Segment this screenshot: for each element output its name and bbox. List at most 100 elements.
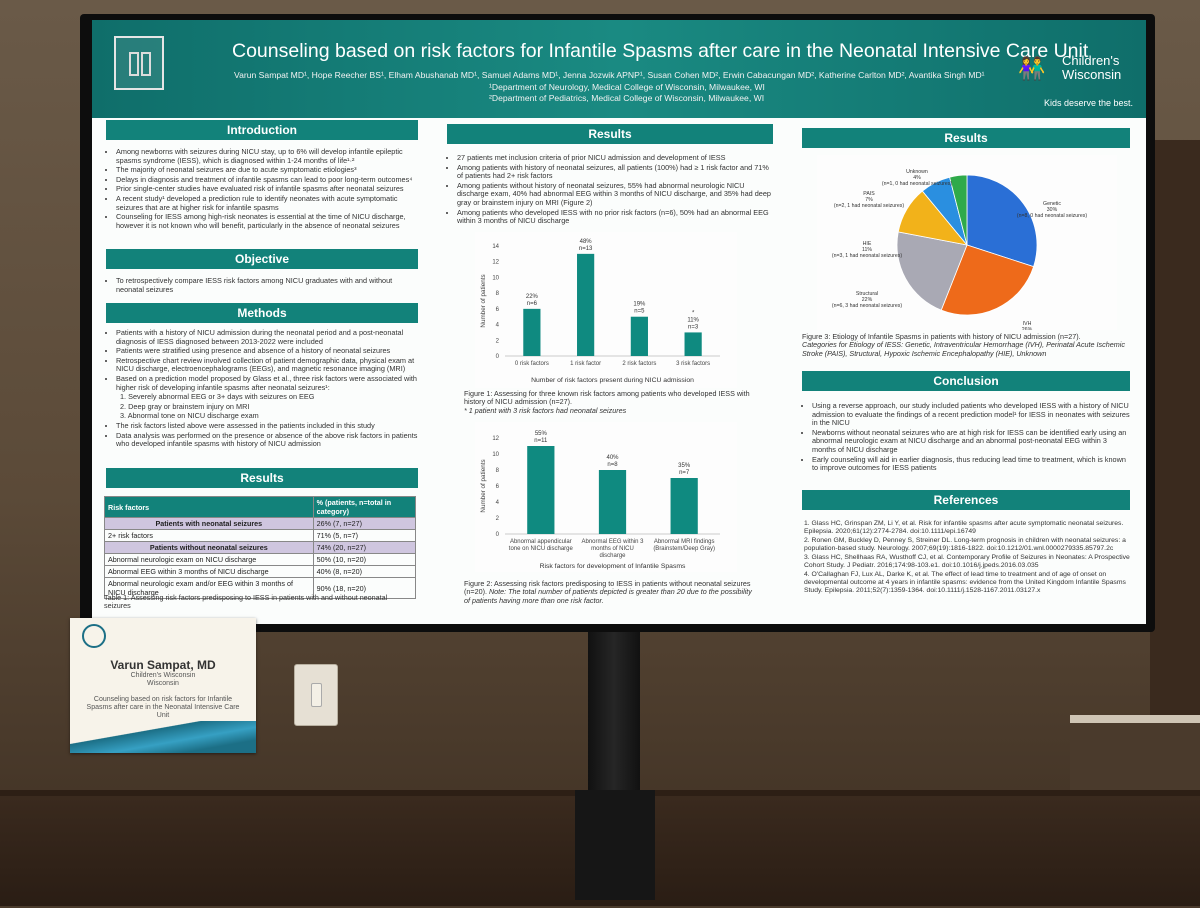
results-right-header: Results [802,128,1130,148]
y-tick-label: 6 [496,484,500,490]
table-cell-value: 50% (10, n=20) [312,553,417,566]
bar [523,308,541,356]
pie-label: PAIS [863,191,875,197]
data-label: n=13 [579,246,593,252]
nametag-org-line1: Children's Wisconsin [130,672,196,679]
table-row: 2+ risk factors 71% (5, n=7) [104,529,417,542]
y-tick-label: 0 [496,354,500,360]
intro-item: Counseling for IESS among high-risk neon… [116,212,418,230]
y-tick-label: 2 [496,516,500,522]
table-cell-label: Abnormal EEG within 3 months of NICU dis… [104,565,314,578]
intro-item: Delays in diagnosis and treatment of inf… [116,175,418,185]
table-col-percent: % (patients, n=total in category) [312,496,417,518]
methods-item: 1. Severely abnormal EEG or 3+ days with… [120,392,315,402]
intro-item: Prior single-center studies have evaluat… [116,185,418,194]
results-item: Among patients without history of neonat… [457,181,773,208]
table-cell-label: 2+ risk factors [104,529,314,542]
conclusion-item: Using a reverse approach, our study incl… [812,401,1130,428]
poster-authors: Varun Sampat MD¹, Hope Reecher BS¹, Elha… [234,70,985,80]
y-tick-label: 2 [496,338,500,344]
table-header-row: Risk factors % (patients, n=total in cat… [104,496,417,518]
data-label: 55% [535,431,548,437]
table-row: Patients with neonatal seizures 26% (7, n… [104,517,417,530]
data-label: 48% [580,239,593,245]
y-tick-label: 10 [492,452,499,458]
risk-factor-table: Risk factors % (patients, n=total in cat… [104,496,417,599]
figure1-note: * 1 patient with 3 risk factors had neon… [464,405,627,415]
nametag-wave-decoration [70,721,256,753]
nametag-org: Children's Wisconsin Wisconsin [70,672,256,688]
results-mid-body: 27 patients met inclusion criteria of pr… [447,153,773,227]
data-label: 35% [678,463,691,469]
figure3-caption-text: Figure 3: Etiology of Infantile Spasms i… [802,332,1081,341]
intro-item: A recent study¹ developed a prediction r… [116,194,418,212]
x-tick-label: 2 risk factors [622,361,656,367]
table-cell-value: 90% (18, n=20) [312,577,417,599]
intro-item: The majority of neonatal seizures are du… [116,166,418,175]
introduction-header: Introduction [106,120,418,140]
data-label: 11% [687,317,699,323]
reference-item: 3. Glass HC, Shellhaas RA, Wusthoff CJ, … [804,554,1130,569]
data-label: 22% [526,294,539,300]
figure1-caption-text: Figure 1: Assessing for three known risk… [464,389,750,407]
table-cell-value: 40% (8, n=20) [312,565,417,578]
light-switch [294,664,338,726]
poster-title: Counseling based on risk factors for Inf… [232,40,1089,62]
y-tick-label: 8 [496,291,500,297]
nametag-org-line2: Wisconsin [147,680,179,687]
methods-item: Patients were stratified using presence … [116,347,418,356]
kids-figure-icon: 👫 [1018,56,1046,81]
references-header: References [802,490,1130,510]
table-cell-label: Abnormal neurologic exam and/or EEG with… [104,577,314,599]
x-axis-title: Number of risk factors present during NI… [531,377,694,384]
nametag-title: Counseling based on risk factors for Inf… [86,696,240,719]
poster-banner: Counseling based on risk factors for Inf… [92,20,1146,118]
pie-label: (n=2, 1 had neonatal seizures) [834,203,904,209]
bar [598,470,627,534]
methods-item: Based on a prediction model proposed by … [116,374,418,392]
conclusion-body: Using a reverse approach, our study incl… [802,401,1130,474]
y-tick-label: 6 [496,307,500,313]
tv-stand-base [575,790,655,900]
objective-item: To retrospectively compare IESS risk fac… [116,276,418,294]
figure1-svg: 0 2 4 6 8 10 12 14 Number of patients 22%n=6 0 ris… [480,239,720,384]
y-tick-label: 4 [496,500,500,506]
childrens-wisconsin-logo: 👫 Children's Wisconsin Kids deserve the … [1018,54,1140,109]
table-col-risk-factors: Risk factors [104,496,314,518]
conclusion-header: Conclusion [802,371,1130,391]
pie-slice [949,174,968,246]
table-row: Patients without neonatal seizures 74% (2… [104,541,417,554]
results-item: Among patients with history of neonatal … [457,163,773,181]
y-tick-label: 0 [496,532,500,538]
table-cell-label: Patients with neonatal seizures [104,517,314,530]
bar [527,446,555,534]
y-tick-label: 12 [492,260,499,266]
reference-item: 1. Glass HC, Grinspan ZM, Li Y, et al. R… [804,520,1124,535]
mcw-logo-icon [114,36,164,90]
pie-label: (n=8, 0 had neonatal seizures) [1017,213,1087,219]
pie-label: 4% [913,175,921,181]
dept-line-2: ²Department of Pediatrics, Medical Colle… [489,93,765,103]
objective-list: To retrospectively compare IESS risk fac… [106,276,418,294]
chw-tagline: Kids deserve the best. [1044,98,1134,108]
methods-item: Data analysis was performed on the prese… [116,431,418,449]
results-mid-header: Results [447,124,773,144]
methods-list: Patients with a history of NICU admissio… [106,328,418,449]
x-tick-label: months of NICU [591,546,634,552]
data-label: n=6 [527,301,538,307]
pie-label: Structural [856,291,878,297]
pie-slice [940,244,1035,316]
introduction-body: Among newborns with seizures during NICU… [106,147,418,231]
data-label: n=3 [688,324,699,330]
pie-label: 22% [862,297,873,303]
figure2-caption-text: Figure 2: Assessing risk factors predisp… [464,579,751,597]
pie-label: Genetic [1043,201,1061,207]
figure2-chart: 0 2 4 6 8 10 12 Number of patients 55% n=11 Abnorm… [475,422,737,572]
table1-caption: Table 1: Assessing risk factors predispo… [104,593,388,611]
pie-label: HIE [863,241,872,247]
data-label: n=11 [534,438,548,444]
figure3-chart: Genetic 30% (n=8, 0 had neonatal seizures)… [817,155,1117,339]
pie-label: 11% [862,247,872,253]
y-axis-title: Number of patients [480,459,487,512]
